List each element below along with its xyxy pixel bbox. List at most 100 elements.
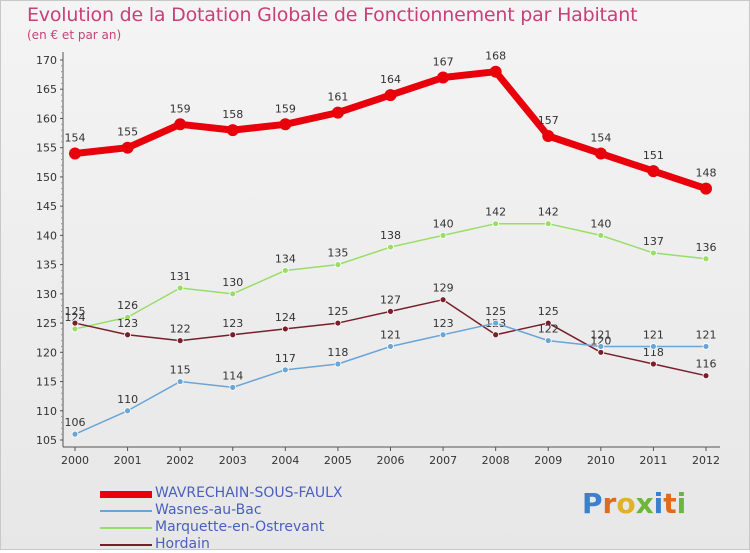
data-point xyxy=(229,290,237,298)
data-label: 121 xyxy=(380,328,401,341)
data-point xyxy=(597,343,605,350)
legend-swatch-2 xyxy=(100,527,152,529)
brand-letter: r xyxy=(602,487,617,520)
brand-letter: x xyxy=(635,487,654,520)
x-tick-label: 2011 xyxy=(639,454,667,467)
data-point xyxy=(702,372,710,380)
x-tick-label: 2009 xyxy=(534,454,562,467)
legend-swatch-1 xyxy=(100,510,152,512)
legend-label: Hordain xyxy=(155,536,210,552)
y-tick-label: 140 xyxy=(36,229,57,242)
data-point xyxy=(124,313,131,321)
data-point xyxy=(702,343,710,350)
data-label: 106 xyxy=(65,416,86,429)
data-point xyxy=(279,118,292,131)
data-point xyxy=(700,182,712,195)
data-label: 125 xyxy=(538,305,559,318)
x-tick-label: 2003 xyxy=(219,454,247,467)
legend-swatch-0 xyxy=(100,490,152,498)
data-point xyxy=(544,319,552,327)
data-point xyxy=(229,383,237,391)
data-point xyxy=(702,255,710,263)
data-point xyxy=(647,165,660,178)
data-label: 125 xyxy=(327,305,348,318)
data-label: 115 xyxy=(170,364,191,377)
data-label: 157 xyxy=(538,114,559,127)
data-point xyxy=(650,343,657,350)
y-tick-label: 135 xyxy=(36,259,57,272)
legend-item: Hordain xyxy=(100,536,400,553)
data-point xyxy=(384,89,397,102)
y-tick-label: 155 xyxy=(36,142,57,155)
brand-letter: i xyxy=(653,487,664,520)
data-point xyxy=(229,331,237,339)
data-label: 154 xyxy=(590,132,611,145)
brand-letter: t xyxy=(663,487,677,520)
data-point xyxy=(594,147,607,160)
x-tick-label: 2004 xyxy=(271,454,299,467)
data-label: 129 xyxy=(433,282,454,295)
legend-item: Wasnes-au-Bac xyxy=(100,502,400,519)
data-label: 116 xyxy=(696,358,717,371)
data-label: 120 xyxy=(590,334,611,347)
data-point xyxy=(492,319,500,327)
data-label: 124 xyxy=(65,311,86,324)
data-label: 110 xyxy=(117,393,138,406)
data-point xyxy=(281,267,289,274)
chart-subtitle: (en € et par an) xyxy=(27,28,122,42)
data-point xyxy=(492,220,500,228)
x-tick-label: 2006 xyxy=(377,454,405,467)
data-label: 142 xyxy=(485,206,506,219)
data-label: 121 xyxy=(590,328,611,341)
data-label: 121 xyxy=(643,328,664,341)
brand-letter: o xyxy=(616,487,636,520)
x-tick-label: 2010 xyxy=(587,454,615,467)
legend-label: WAVRECHAIN-SOUS-FAULX xyxy=(155,485,343,501)
data-label: 123 xyxy=(433,317,454,330)
data-point xyxy=(334,261,342,269)
data-label: 117 xyxy=(275,352,296,365)
data-label: 155 xyxy=(117,126,138,139)
data-point xyxy=(387,343,394,350)
data-point xyxy=(387,243,394,251)
data-label: 118 xyxy=(327,346,348,359)
data-point xyxy=(71,430,79,438)
y-tick-label: 145 xyxy=(36,200,57,213)
data-label: 124 xyxy=(275,311,296,324)
data-label: 125 xyxy=(65,305,86,318)
x-tick-label: 2000 xyxy=(61,454,89,467)
legend-label: Marquette-en-Ostrevant xyxy=(155,519,325,535)
data-point xyxy=(281,366,289,374)
y-tick-label: 160 xyxy=(36,112,57,125)
data-point xyxy=(544,337,552,345)
data-label: 154 xyxy=(65,132,86,145)
data-point xyxy=(439,331,447,339)
data-label: 137 xyxy=(643,235,664,248)
brand-letter: i xyxy=(676,487,687,520)
data-label: 168 xyxy=(485,50,506,63)
data-label: 118 xyxy=(643,346,664,359)
data-label: 138 xyxy=(380,229,401,242)
data-label: 123 xyxy=(222,317,243,330)
data-label: 123 xyxy=(117,317,138,330)
y-tick-label: 120 xyxy=(36,346,57,359)
data-label: 161 xyxy=(327,91,348,104)
data-point xyxy=(226,124,239,137)
data-label: 121 xyxy=(696,328,717,341)
data-label: 134 xyxy=(275,252,296,265)
y-tick-label: 130 xyxy=(36,288,57,301)
data-point xyxy=(334,360,342,368)
data-label: 136 xyxy=(696,241,717,254)
y-tick-label: 105 xyxy=(36,434,57,447)
data-point xyxy=(544,220,552,228)
x-tick-label: 2001 xyxy=(114,454,142,467)
legend-item: WAVRECHAIN-SOUS-FAULX xyxy=(100,485,400,502)
data-label: 127 xyxy=(380,293,401,306)
data-label: 114 xyxy=(222,369,243,382)
data-point xyxy=(71,325,79,333)
data-label: 151 xyxy=(643,149,664,162)
data-label: 122 xyxy=(170,323,191,336)
data-point xyxy=(489,65,502,78)
